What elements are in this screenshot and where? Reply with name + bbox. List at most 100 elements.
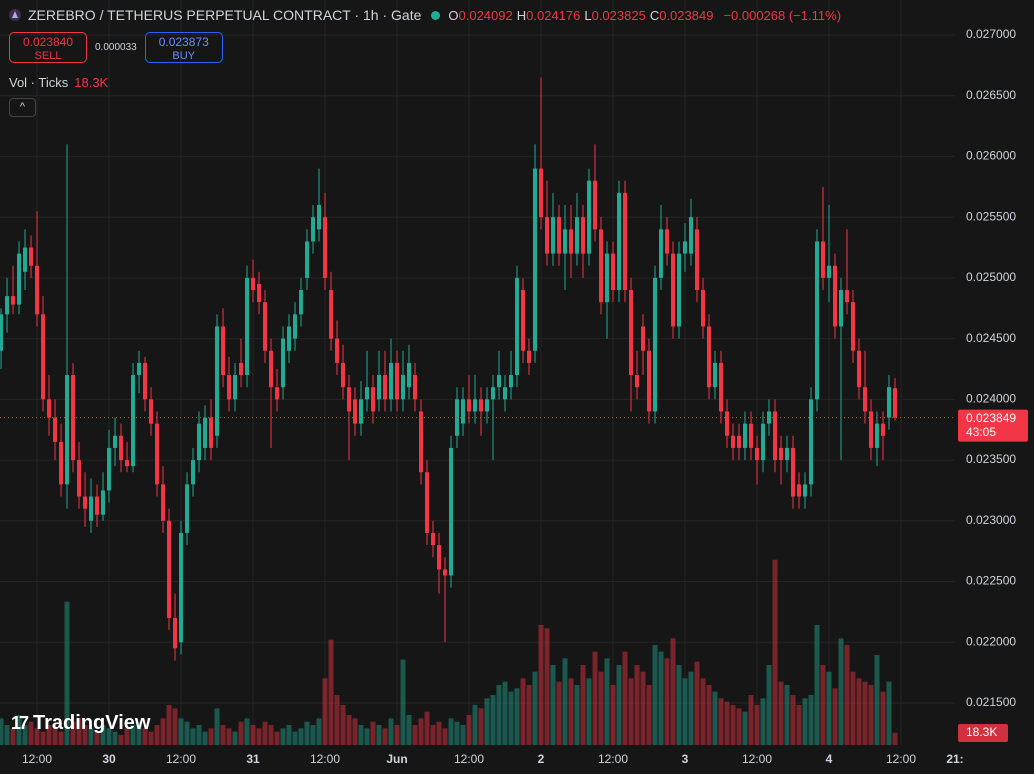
sell-price: 0.023840 <box>22 35 74 49</box>
candle-body <box>161 484 166 521</box>
volume-bar <box>130 725 136 745</box>
candle-body <box>647 350 652 412</box>
ohlc-value: 0.024092 <box>458 8 513 23</box>
candle-body <box>419 411 424 473</box>
volume-bar <box>514 688 520 745</box>
candle-body <box>179 532 184 643</box>
sell-button[interactable]: 0.023840 SELL <box>9 32 87 63</box>
volume-bar <box>706 685 712 745</box>
y-tick-label: 0.022000 <box>966 634 1016 648</box>
volume-bar <box>304 721 310 745</box>
status-dot <box>431 10 441 20</box>
candle-body <box>683 241 688 254</box>
volume-bar <box>388 718 394 745</box>
volume-bar <box>238 721 244 745</box>
y-tick-label: 0.022500 <box>966 574 1016 588</box>
candle-body <box>803 484 808 497</box>
candle-body <box>725 411 730 436</box>
candle-body <box>137 362 142 376</box>
volume-bar <box>820 665 826 745</box>
ohlc-key: H <box>516 8 527 23</box>
candle-body <box>701 290 706 327</box>
candle-body <box>227 375 232 400</box>
candle-body <box>17 253 22 305</box>
volume-bar <box>526 685 532 745</box>
volume-bar <box>136 721 142 745</box>
volume-bar <box>640 671 646 745</box>
candle-body <box>629 290 634 376</box>
volume-bar <box>538 625 544 745</box>
ohlc-value: 0.023849 <box>659 8 714 23</box>
candle-body <box>449 447 454 576</box>
volume-bar <box>382 728 388 745</box>
volume-bar <box>532 671 538 745</box>
volume-bar <box>70 721 76 745</box>
candle-body <box>563 229 568 254</box>
candle-body <box>809 399 814 485</box>
candle-body <box>293 314 298 339</box>
volume-bar <box>160 718 166 745</box>
candle-body <box>527 350 532 363</box>
volume-bar <box>550 665 556 745</box>
volume-bar <box>100 725 106 745</box>
x-tick-label: 12:00 <box>598 752 628 766</box>
volume-bar <box>454 721 460 745</box>
volume-bar <box>10 728 16 745</box>
volume-bar <box>358 725 364 745</box>
volume-legend-value: 18.3K <box>74 75 109 90</box>
volume-bar <box>346 715 352 745</box>
buy-button[interactable]: 0.023873 BUY <box>144 32 223 63</box>
volume-bar <box>718 698 724 745</box>
last-price-label: 0.023849 <box>966 411 1016 425</box>
candle-body <box>395 362 400 400</box>
candle-body <box>491 387 496 400</box>
candle-body <box>401 375 406 400</box>
candle-body <box>341 362 346 388</box>
candle-body <box>539 168 544 218</box>
volume-bar <box>220 725 226 745</box>
volume-bar <box>838 638 844 745</box>
candle-body <box>533 168 538 351</box>
volume-bar <box>496 685 502 745</box>
volume-bar <box>256 728 262 745</box>
collapse-button[interactable]: ^ <box>9 98 36 117</box>
volume-bar <box>226 728 232 745</box>
ohlc-key: O <box>448 8 459 23</box>
candle-body <box>119 435 124 461</box>
candle-body <box>185 484 190 533</box>
candle-body <box>59 441 64 485</box>
candle-body <box>155 423 160 485</box>
candle-body <box>569 229 574 254</box>
candle-body <box>827 265 832 278</box>
candle-body <box>641 326 646 351</box>
volume-bar <box>730 705 736 745</box>
candle-body <box>197 423 202 461</box>
candle-body <box>509 375 514 388</box>
volume-bar <box>556 681 562 745</box>
volume-bar <box>694 661 700 745</box>
candle-body <box>335 338 340 363</box>
volume-bar <box>394 725 400 745</box>
candle-body <box>767 411 772 424</box>
volume-bar <box>502 681 508 745</box>
candle-body <box>89 496 94 521</box>
candle-body <box>851 302 856 351</box>
y-tick-label: 0.026500 <box>966 88 1016 102</box>
candle-body <box>719 362 724 412</box>
volume-bar <box>772 559 778 745</box>
y-tick-label: 0.024000 <box>966 392 1016 406</box>
volume-bar <box>874 655 880 745</box>
candle-body <box>671 253 676 327</box>
candle-body <box>779 447 784 461</box>
volume-bar <box>862 681 868 745</box>
volume-bar <box>400 659 406 745</box>
candle-body <box>443 569 448 576</box>
volume-bar <box>802 698 808 745</box>
volume-bar <box>124 728 130 745</box>
candle-body <box>455 399 460 436</box>
candle-body <box>41 314 46 400</box>
change: −0.000268 (−1.11%) <box>723 7 842 23</box>
candle-body <box>461 399 466 424</box>
candle-body <box>365 387 370 400</box>
